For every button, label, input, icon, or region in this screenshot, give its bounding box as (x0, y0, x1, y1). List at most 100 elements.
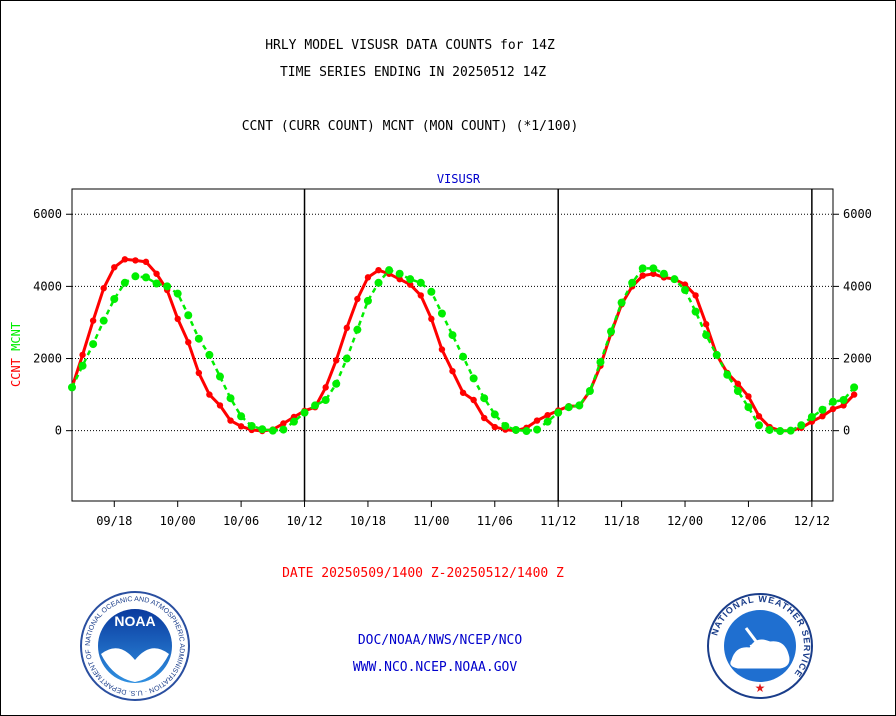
data-point-mcnt (363, 296, 372, 305)
data-point-mcnt (311, 401, 320, 410)
noaa-logo-icon: NOAA NATIONAL OCEANIC AND ATMOSPHERIC AD… (79, 590, 190, 701)
data-point-mcnt (543, 417, 552, 426)
data-point-mcnt (469, 374, 478, 383)
data-point-mcnt (395, 269, 404, 278)
data-point-mcnt (638, 264, 647, 273)
x-tick-label: 12/06 (730, 514, 766, 528)
data-point-ccnt (111, 264, 118, 271)
data-point-ccnt (481, 414, 488, 422)
y-tick-label-right: 0 (843, 424, 850, 438)
data-point-mcnt (448, 331, 457, 340)
data-point-mcnt (68, 383, 76, 392)
data-point-mcnt (511, 425, 520, 434)
org-line: DOC/NOAA/NWS/NCEP/NCO (357, 633, 523, 648)
data-point-ccnt (650, 270, 657, 277)
x-tick-label: 11/12 (540, 514, 576, 528)
data-point-mcnt (490, 410, 499, 419)
data-point-mcnt (353, 325, 362, 334)
data-point-mcnt (437, 309, 446, 318)
data-point-mcnt (829, 397, 837, 406)
data-point-mcnt (406, 275, 415, 284)
data-point-ccnt (132, 257, 139, 264)
data-point-mcnt (702, 331, 711, 340)
data-point-mcnt (194, 334, 203, 343)
data-point-mcnt (607, 327, 616, 336)
data-point-mcnt (205, 350, 214, 359)
noaa-logo-label: NOAA (114, 613, 155, 629)
data-point-mcnt (321, 396, 330, 405)
data-point-ccnt (396, 275, 403, 283)
data-point-ccnt (121, 256, 129, 263)
data-point-ccnt (89, 317, 97, 324)
date-range: DATE 20250509/1400 Z-20250512/1400 Z (282, 566, 564, 581)
data-point-mcnt (522, 427, 531, 436)
data-point-ccnt (354, 295, 361, 303)
data-point-ccnt (142, 258, 150, 266)
data-point-ccnt (840, 402, 847, 409)
data-point-mcnt (226, 394, 235, 403)
x-tick-label: 11/00 (413, 514, 449, 528)
data-point-mcnt (564, 403, 573, 412)
data-point-mcnt (807, 412, 816, 421)
data-point-mcnt (786, 426, 795, 435)
chart-title-line-2: TIME SERIES ENDING IN 20250512 14Z (279, 65, 547, 80)
website-link[interactable]: WWW.NCO.NCEP.NOAA.GOV (352, 660, 518, 675)
data-point-mcnt (617, 298, 626, 307)
data-point-ccnt (407, 281, 414, 288)
svg-text:★: ★ (755, 681, 766, 695)
data-point-ccnt (459, 389, 467, 396)
data-point-mcnt (427, 287, 436, 296)
data-point-ccnt (375, 266, 382, 274)
data-point-mcnt (131, 272, 140, 281)
data-point-ccnt (438, 346, 446, 353)
data-point-ccnt (343, 324, 351, 332)
x-tick-label: 10/00 (160, 514, 196, 528)
x-tick-label: 11/18 (604, 514, 640, 528)
panel-title: VISUSR (437, 172, 481, 186)
data-point-ccnt (491, 423, 498, 431)
data-point-mcnt (533, 425, 542, 434)
data-point-mcnt (110, 295, 119, 304)
data-point-ccnt (322, 384, 329, 391)
data-point-mcnt (120, 278, 129, 287)
data-point-mcnt (575, 401, 584, 410)
data-point-mcnt (691, 307, 700, 316)
x-tick-label: 10/06 (223, 514, 259, 528)
data-point-mcnt (163, 282, 172, 291)
data-point-ccnt (185, 339, 192, 346)
data-point-mcnt (712, 350, 721, 359)
data-point-mcnt (554, 408, 563, 417)
data-point-mcnt (416, 278, 425, 287)
data-point-mcnt (258, 425, 267, 434)
data-point-ccnt (195, 369, 203, 377)
data-point-mcnt (744, 403, 753, 412)
data-point-ccnt (79, 351, 86, 359)
data-point-mcnt (480, 394, 489, 403)
data-point-ccnt (280, 420, 287, 427)
chart-title-line-1: HRLY MODEL VISUSR DATA COUNTS for 14Z (265, 38, 555, 53)
data-point-mcnt (501, 421, 510, 430)
y-axis-label-ccnt: CCNT (9, 358, 23, 387)
data-point-ccnt (449, 367, 456, 375)
data-point-ccnt (470, 396, 477, 404)
nws-logo-icon: ★ NATIONAL WEATHER SERVICE (707, 593, 813, 699)
y-tick-label-right: 6000 (843, 207, 872, 221)
data-point-ccnt (819, 413, 826, 420)
data-point-ccnt (100, 284, 107, 292)
data-point-mcnt (670, 275, 679, 284)
plot-area (71, 188, 834, 502)
data-point-ccnt (829, 405, 837, 413)
y-tick-label-left: 4000 (33, 279, 62, 293)
data-point-mcnt (459, 352, 468, 361)
data-point-mcnt (279, 425, 288, 434)
data-point-mcnt (247, 421, 256, 430)
y-tick-label-left: 0 (55, 424, 62, 438)
data-point-mcnt (385, 266, 394, 275)
data-point-mcnt (585, 386, 594, 395)
data-point-mcnt (184, 311, 193, 320)
data-point-mcnt (99, 316, 108, 325)
data-point-mcnt (818, 405, 827, 414)
data-point-ccnt (639, 272, 646, 279)
data-point-mcnt (839, 396, 848, 405)
